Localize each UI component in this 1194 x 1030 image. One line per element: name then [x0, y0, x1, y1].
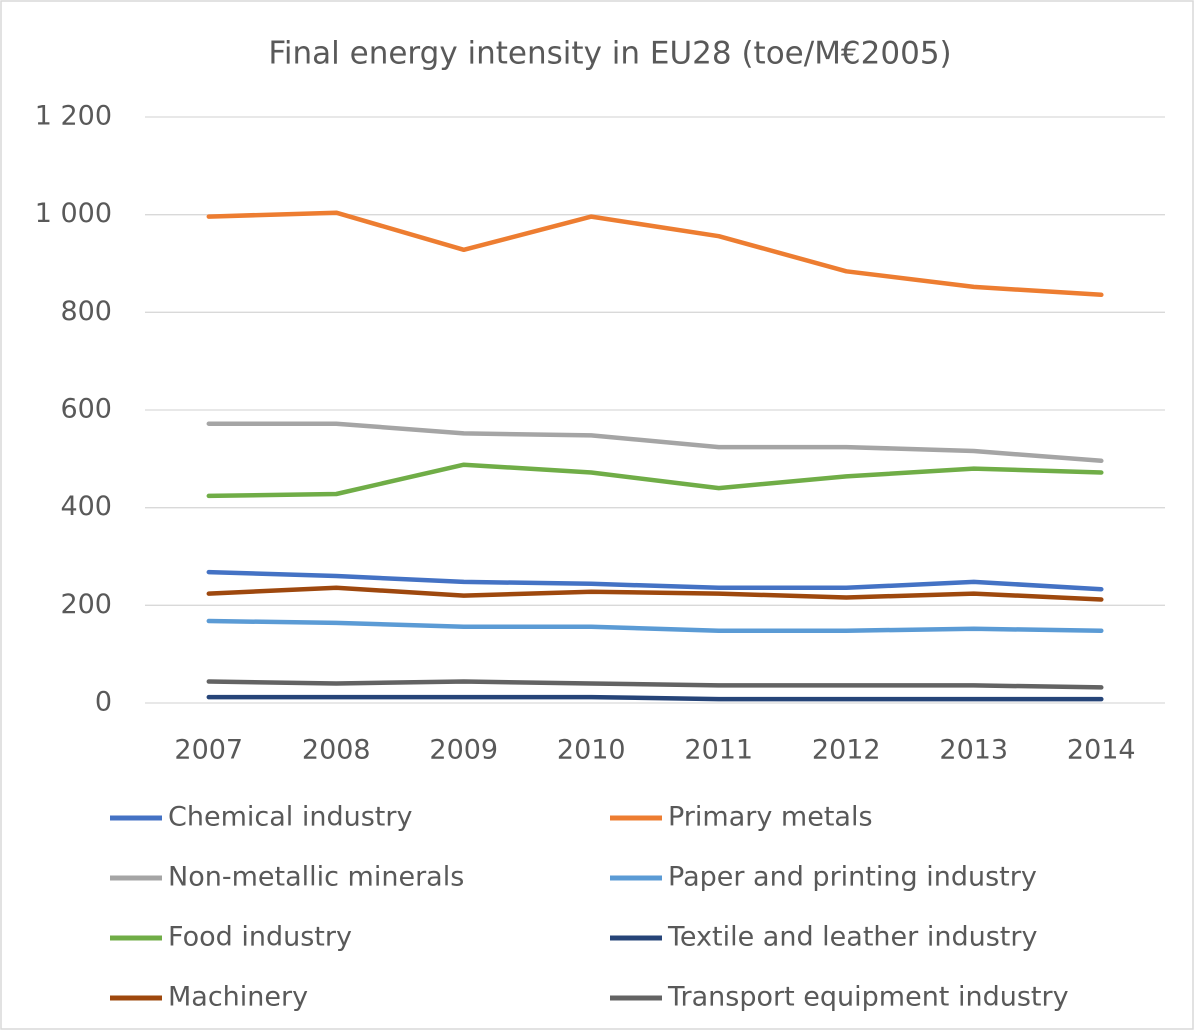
line-series — [206, 679, 1104, 690]
y-tick-label: 1 000 — [35, 198, 112, 229]
line-series — [206, 618, 1104, 633]
legend-label: Primary metals — [668, 802, 873, 833]
line-series — [206, 569, 1104, 592]
chart-title: Final energy intensity in EU28 (toe/M€20… — [268, 36, 951, 72]
legend-label: Chemical industry — [168, 802, 412, 833]
legend-label: Non-metallic minerals — [168, 862, 464, 893]
legend-label: Textile and leather industry — [667, 922, 1037, 953]
y-tick-label: 600 — [60, 394, 112, 425]
x-tick-label: 2008 — [302, 735, 371, 766]
legend-label: Machinery — [168, 982, 308, 1013]
line-series — [206, 694, 1104, 702]
y-tick-label: 800 — [60, 296, 112, 327]
legend-label: Food industry — [168, 922, 352, 953]
x-tick-label: 2011 — [684, 735, 753, 766]
line-series — [206, 585, 1104, 602]
y-tick-label: 1 200 — [35, 101, 112, 132]
line-series — [206, 462, 1104, 499]
x-tick-label: 2012 — [812, 735, 881, 766]
y-tick-label: 400 — [60, 491, 112, 522]
x-tick-label: 2007 — [174, 735, 243, 766]
line-series — [206, 210, 1104, 298]
y-tick-label: 200 — [60, 589, 112, 620]
line-series — [206, 421, 1104, 464]
legend-label: Transport equipment industry — [667, 982, 1069, 1013]
x-tick-label: 2010 — [557, 735, 626, 766]
x-tick-label: 2014 — [1067, 735, 1136, 766]
x-tick-label: 2013 — [939, 735, 1008, 766]
y-tick-label: 0 — [95, 687, 112, 718]
legend-label: Paper and printing industry — [668, 862, 1037, 893]
x-tick-label: 2009 — [429, 735, 498, 766]
